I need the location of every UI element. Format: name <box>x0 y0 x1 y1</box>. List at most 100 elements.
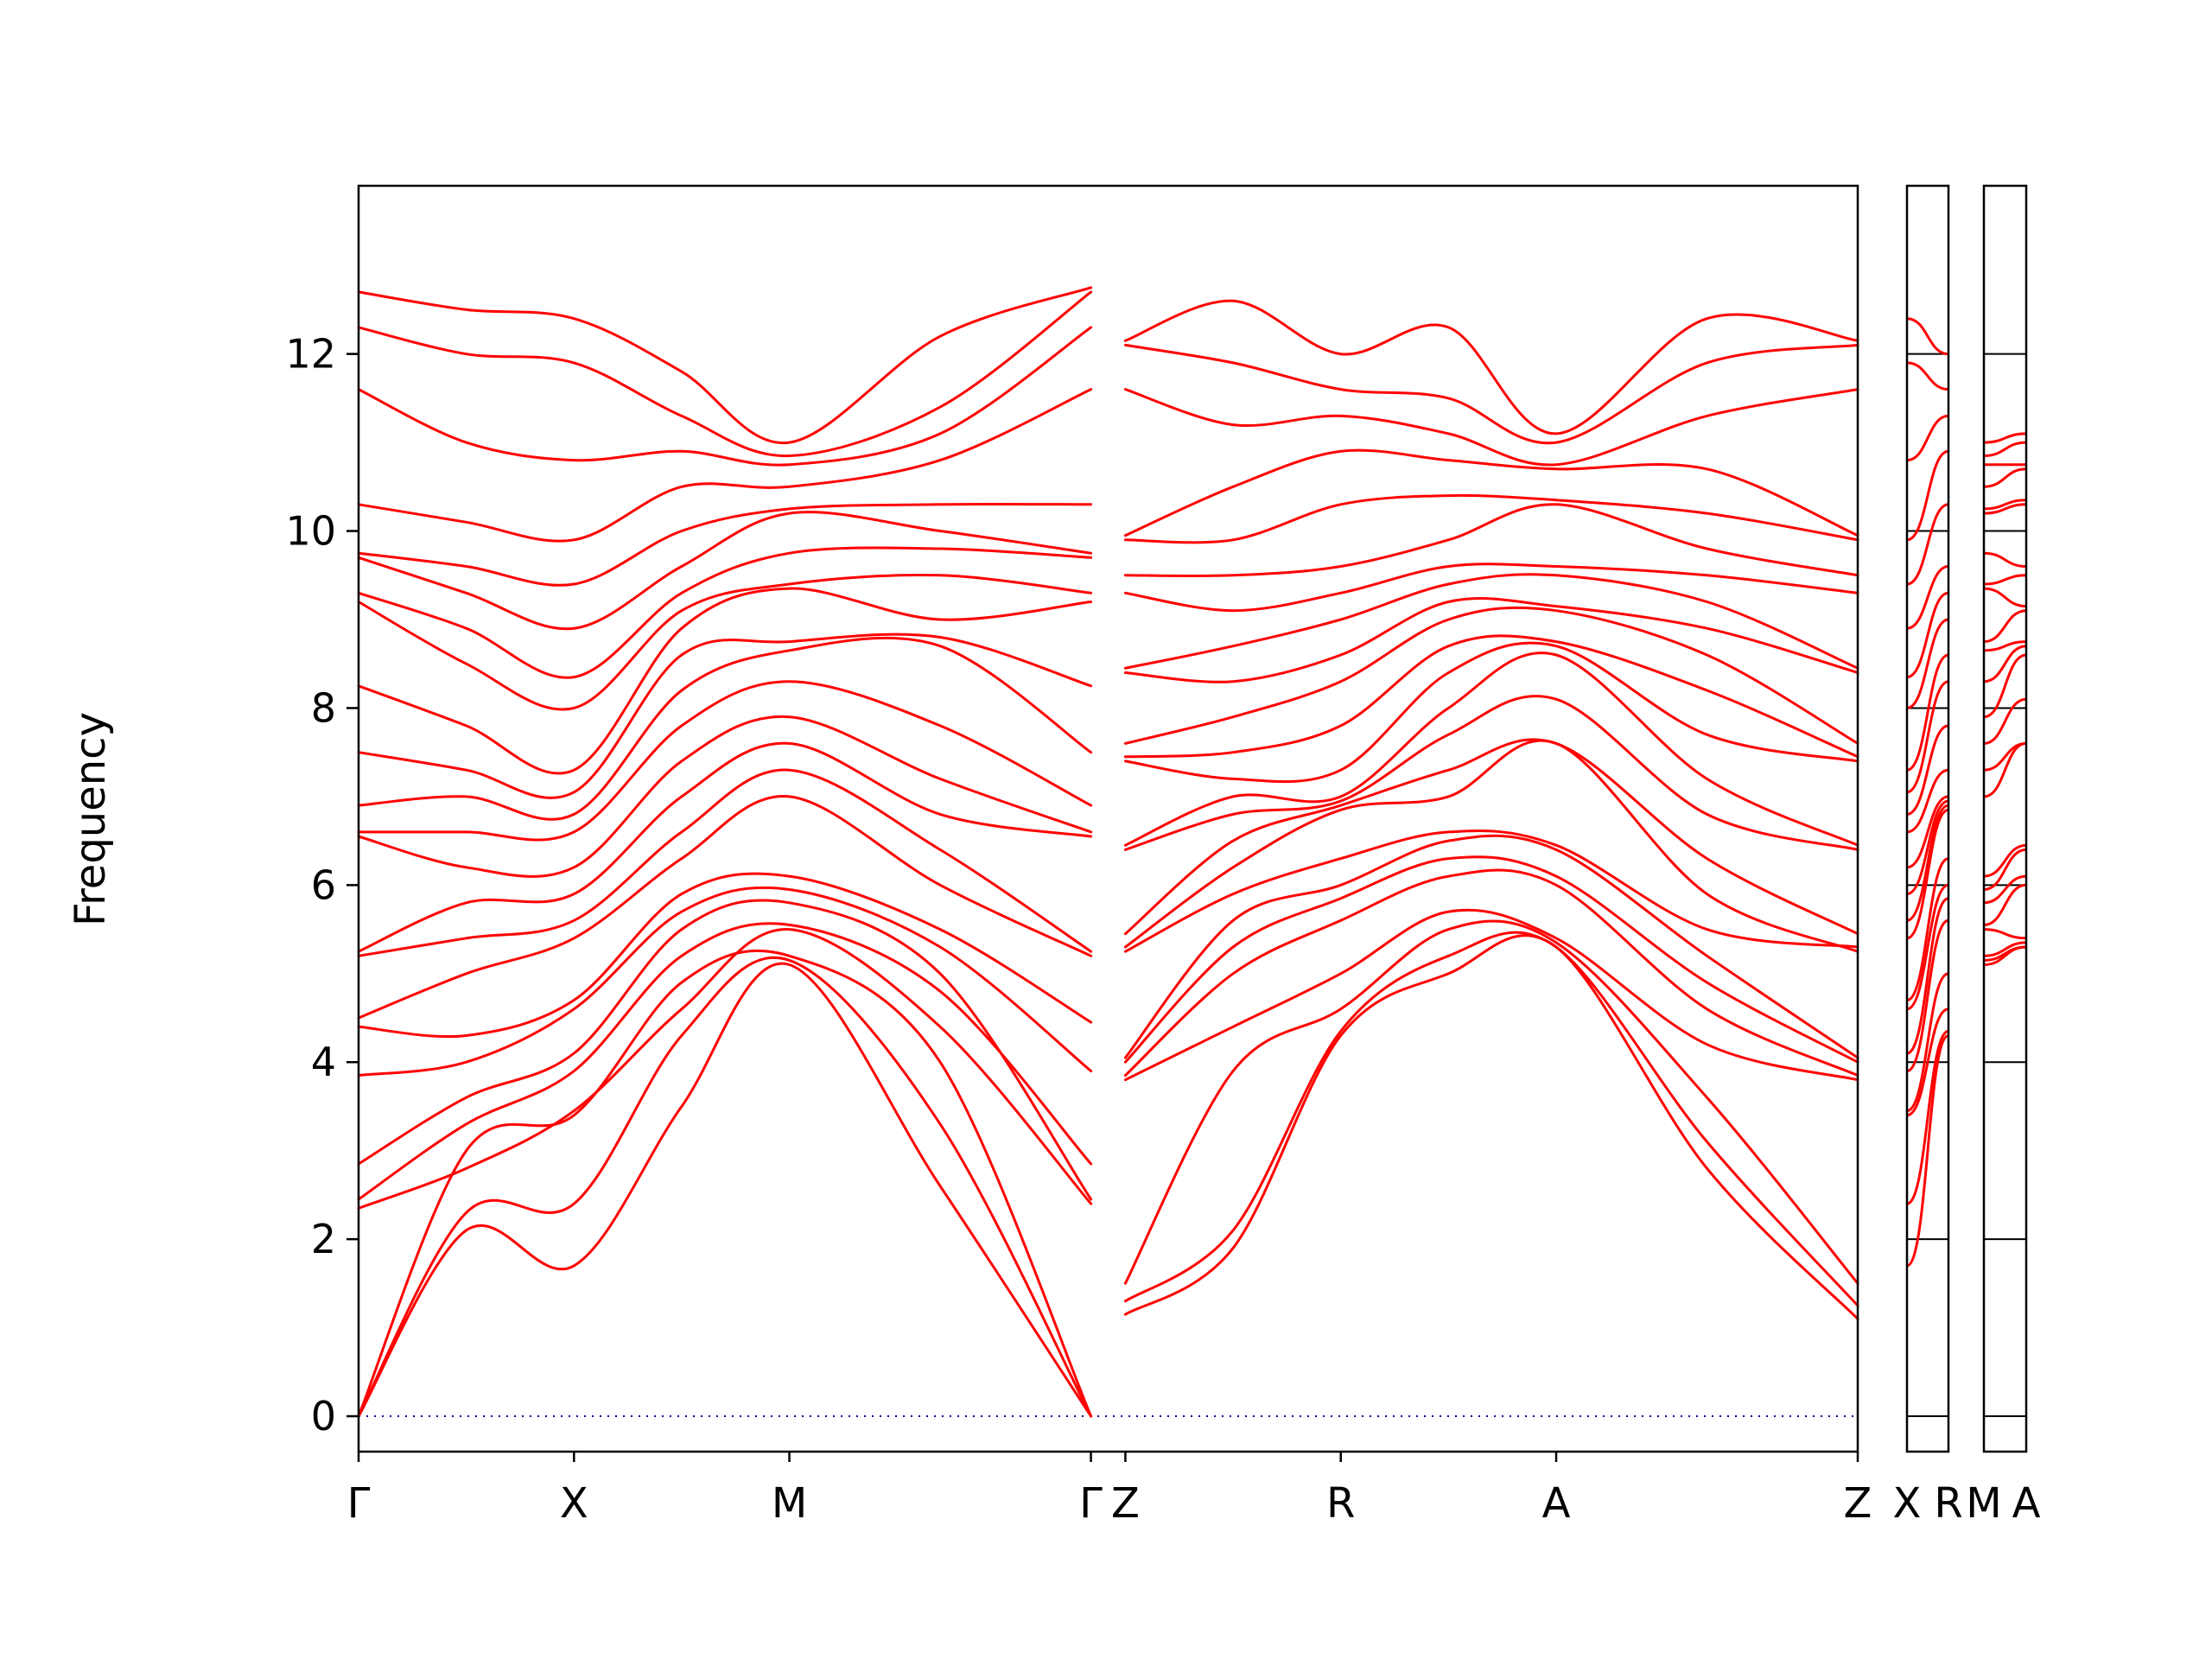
x-tick-label-4: Z <box>1111 1479 1140 1528</box>
panel-band-XR-2 <box>1906 1029 1949 1205</box>
panel-band-XR-5 <box>1906 918 1949 1072</box>
phonon-band-17 <box>357 573 1093 711</box>
phonon-band-18 <box>1123 563 1859 613</box>
phonon-band-21 <box>1123 448 1859 537</box>
phonon-band-8 <box>1123 830 1859 953</box>
panel-band-MA-23 <box>1983 441 2027 457</box>
phonon-band-19 <box>1123 503 1859 578</box>
panel-band-XR-13 <box>1906 768 1949 834</box>
panel-band-XR-7 <box>1906 883 1949 1011</box>
phonon-band-14 <box>1123 634 1859 759</box>
xr-panel-frame <box>1905 184 1950 1453</box>
panel-band-MA-17 <box>1983 574 2027 586</box>
phonon-band-9 <box>357 795 1093 1020</box>
panel-band-XR-19 <box>1906 565 1949 630</box>
panel-band-XR-20 <box>1906 503 1949 586</box>
phonon-band-6 <box>1123 855 1859 1064</box>
panel-band-MA-10 <box>1983 741 2027 772</box>
phonon-band-7 <box>1123 834 1859 1059</box>
panel-band-MA-20 <box>1983 499 2027 511</box>
panel-band-XR-22 <box>1906 414 1949 462</box>
x-tick-label-2: M <box>772 1479 807 1528</box>
panel-band-MA-18 <box>1983 551 2027 568</box>
phonon-band-10 <box>357 768 1093 957</box>
panel-band-XR-23 <box>1906 361 1949 391</box>
phonon-band-14 <box>357 636 1093 821</box>
panel-band-XR-14 <box>1906 724 1949 816</box>
phonon-band-10 <box>1123 738 1859 936</box>
panel-x-label-R: R <box>1934 1479 1962 1528</box>
panel-band-MA-6 <box>1983 874 2027 905</box>
phonon-band-4 <box>1123 908 1859 1082</box>
phonon-band-24 <box>357 286 1093 444</box>
panel-band-XR-15 <box>1906 680 1949 794</box>
panel-band-MA-19 <box>1983 503 2027 515</box>
x-tick-label-3: Γ <box>1079 1479 1103 1528</box>
phonon-band-15 <box>1123 606 1859 745</box>
phonon-band-2 <box>1123 931 1859 1307</box>
panel-band-MA-13 <box>1983 645 2027 683</box>
phonon-band-20 <box>1123 493 1859 544</box>
panel-band-MA-8 <box>1983 843 2027 878</box>
panel-band-MA-12 <box>1983 653 2027 719</box>
phonon-band-3 <box>357 949 1093 1418</box>
panel-band-MA-14 <box>1983 640 2027 652</box>
y-tick-label-4: 4 <box>311 1039 336 1085</box>
panel-band-XR-16 <box>1906 653 1949 772</box>
panel-band-MA-2 <box>1983 945 2027 962</box>
x-tick-label-0: Γ <box>347 1479 371 1528</box>
phonon-band-5 <box>1123 868 1859 1077</box>
phonon-band-11 <box>1123 695 1859 851</box>
panel-x-label-X: X <box>1893 1479 1922 1528</box>
phonon-band-23 <box>357 290 1093 458</box>
y-tick-label-12: 12 <box>285 331 336 378</box>
panel-band-XR-10 <box>1906 804 1949 922</box>
phonon-band-5 <box>357 922 1093 1201</box>
panel-band-MA-4 <box>1983 928 2027 940</box>
phonon-band-6 <box>357 899 1093 1201</box>
panel-band-XR-21 <box>1906 449 1949 542</box>
panel-band-XR-17 <box>1906 618 1949 709</box>
phonon-band-8 <box>357 872 1093 1039</box>
panel-band-XR-6 <box>1906 897 1949 1055</box>
phonon-band-18 <box>357 546 1093 679</box>
panel-band-XR-24 <box>1906 317 1949 356</box>
phonon-band-16 <box>1123 597 1859 683</box>
x-tick-label-6: A <box>1542 1479 1571 1528</box>
phonon-band-13 <box>357 680 1093 842</box>
x-tick-label-5: R <box>1326 1479 1355 1528</box>
phonon-band-19 <box>357 511 1093 631</box>
phonon-band-22 <box>1123 388 1859 467</box>
y-tick-label-6: 6 <box>311 861 336 908</box>
phonon-band-23 <box>1123 343 1859 445</box>
phonon-band-24 <box>1123 299 1859 435</box>
ma-panel-frame <box>1982 184 2028 1453</box>
panel-band-XR-11 <box>1906 799 1949 896</box>
panel-band-MA-7 <box>1983 848 2027 891</box>
panel-band-XR-3 <box>1906 1007 1949 1117</box>
panel-band-MA-5 <box>1983 883 2027 926</box>
panel-x-label-A: A <box>2012 1479 2041 1528</box>
y-axis-label: Frequency <box>67 712 115 926</box>
panel-band-MA-24 <box>1983 432 2027 444</box>
phonon-band-12 <box>1123 652 1859 847</box>
panel-band-XR-8 <box>1906 857 1949 1001</box>
x-tick-label-7: Z <box>1844 1479 1872 1528</box>
phonon-band-9 <box>1123 739 1859 953</box>
phonon-band-17 <box>1123 573 1859 670</box>
panel-band-XR-9 <box>1906 808 1949 940</box>
x-tick-label-1: X <box>560 1479 588 1528</box>
y-tick-label-10: 10 <box>285 508 336 555</box>
panel-band-XR-12 <box>1906 795 1949 869</box>
panel-band-MA-15 <box>1983 609 2027 644</box>
phonon-band-13 <box>1123 641 1859 784</box>
phonon-band-2 <box>357 956 1093 1418</box>
phonon-band-21 <box>357 388 1093 543</box>
y-tick-label-8: 8 <box>311 684 336 731</box>
phonon-band-4 <box>357 928 1093 1210</box>
phonon-band-3 <box>1123 919 1859 1285</box>
phonon-band-16 <box>357 587 1093 775</box>
panel-band-XR-18 <box>1906 591 1949 679</box>
